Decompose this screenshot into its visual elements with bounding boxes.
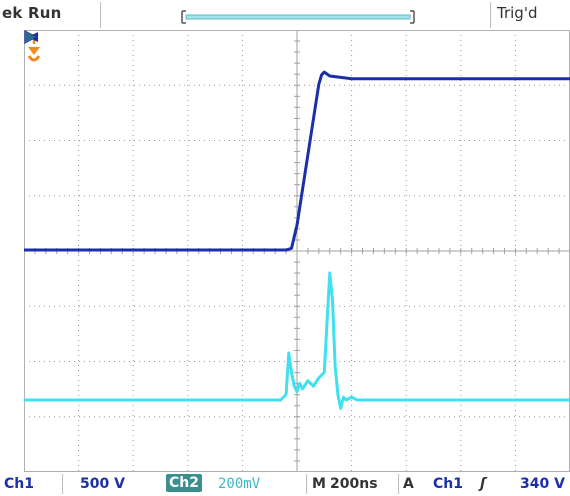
readout-bar: Ch1 500 V Ch2 200mV M 200ns A Ch1 ʃ 340 … (0, 472, 570, 496)
ch1-label[interactable]: Ch1 (4, 476, 34, 492)
trigger-status: Trig'd (497, 4, 538, 22)
trigger-mode: A (403, 476, 414, 492)
timebase-prefix: M (312, 476, 326, 492)
waveform-plot (24, 30, 570, 472)
ch2-ground-marker-icon[interactable] (24, 30, 38, 44)
ch2-volts-per-div: 200mV (218, 476, 261, 492)
waveform-traces (24, 70, 570, 410)
trigger-level: 340 V (520, 476, 565, 492)
ch1-trace (24, 70, 570, 252)
trigger-position-marker[interactable]: T (24, 30, 44, 82)
readout-divider (306, 474, 307, 494)
status-bar: ek Run Trig'd (0, 0, 570, 30)
status-divider (490, 2, 491, 28)
waveform-display[interactable]: T (24, 30, 570, 472)
timebase-per-div: 200ns (330, 476, 378, 492)
readout-divider (398, 474, 399, 494)
record-position-bar (181, 10, 415, 24)
trigger-position-letter: T (30, 33, 39, 48)
trigger-slope-icon: ʃ (480, 476, 486, 492)
ch2-trace (24, 271, 570, 410)
acquisition-status: ek Run (2, 4, 62, 22)
trigger-source: Ch1 (433, 476, 463, 492)
readout-divider (62, 474, 63, 494)
ch2-label[interactable]: Ch2 (166, 474, 202, 492)
status-divider (100, 2, 101, 28)
ch1-volts-per-div: 500 V (80, 476, 125, 492)
